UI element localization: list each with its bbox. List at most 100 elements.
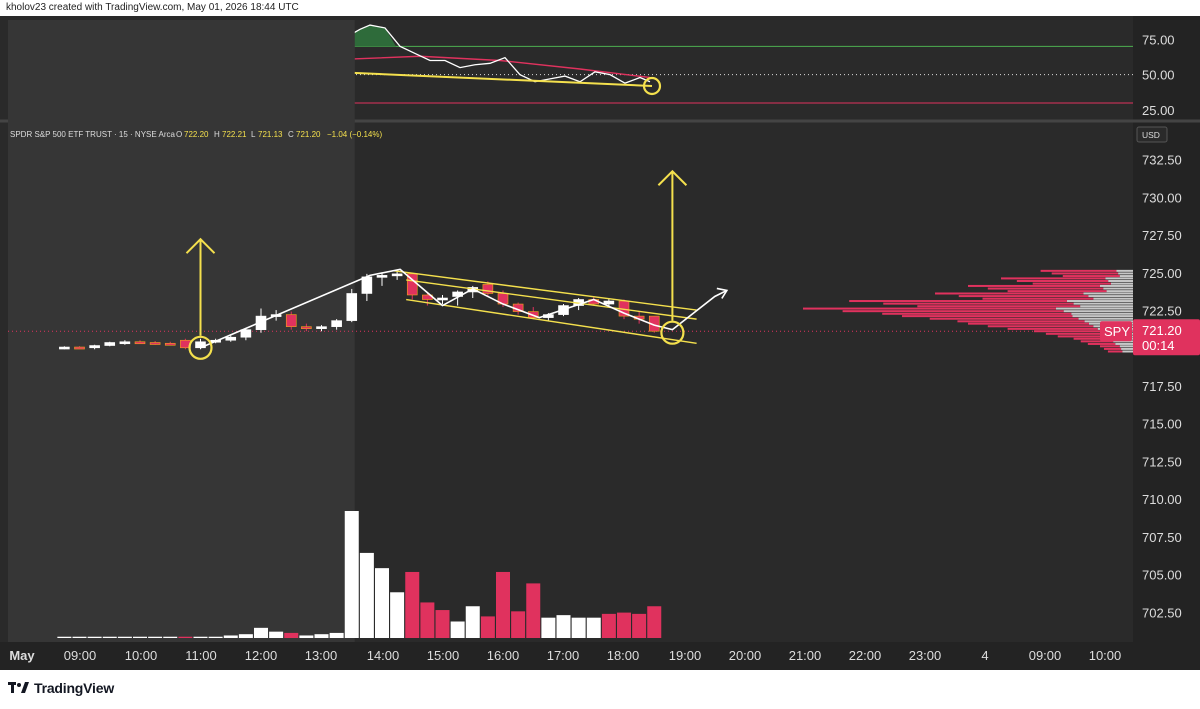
attribution-bar: kholov23 created with TradingView.com, M… <box>0 0 1200 16</box>
chart-area[interactable]: 75.00 50.00 25.00 732.50 730.00 727.50 725.00… <box>0 16 1200 670</box>
candle-body <box>89 345 100 349</box>
time-tick-label: 15:00 <box>427 648 460 663</box>
symbol-badge-label: SPY <box>1104 324 1130 339</box>
candle-body <box>301 326 312 329</box>
price-tick-label: 732.50 <box>1142 153 1182 168</box>
time-tick-label: 11:00 <box>185 648 217 663</box>
tradingview-logo-icon <box>8 682 29 693</box>
volume-bar <box>299 635 314 638</box>
time-tick-label: 23:00 <box>909 648 942 663</box>
volume-profile-sell-row <box>1103 347 1122 350</box>
volume-bar <box>480 616 495 638</box>
volume-profile-buy-row <box>1119 275 1133 278</box>
volume-profile-sell-row <box>917 305 1081 308</box>
volume-profile-sell-row <box>1107 350 1123 353</box>
ohlc-l-value: 721.13 <box>258 130 283 139</box>
volume-bar <box>178 636 193 638</box>
currency-label: USD <box>1142 130 1160 140</box>
candle-body <box>119 341 131 345</box>
pivot-circle <box>660 320 685 345</box>
volume-profile-sell-row <box>1073 337 1111 340</box>
volume-bar <box>420 602 435 638</box>
attribution-text: kholov23 created with TradingView.com, M… <box>6 2 299 13</box>
volume-bar <box>133 636 147 638</box>
volume-profile-buy-row <box>1121 347 1133 350</box>
currency-badge[interactable] <box>1136 126 1168 143</box>
volume-bar <box>314 634 329 638</box>
volume-profile-buy-row <box>1093 297 1133 300</box>
volume-profile-sell-row <box>1040 269 1117 272</box>
time-tick-label: 19:00 <box>669 648 702 663</box>
volume-profile-sell-row <box>958 295 1089 298</box>
volume-profile-sell-row <box>1007 327 1098 330</box>
volume-bar <box>193 636 208 638</box>
time-tick-label: 17:00 <box>547 648 580 663</box>
time-tick-label: 18:00 <box>607 648 640 663</box>
volume-profile-sell-row <box>1100 345 1120 348</box>
candle-body <box>482 284 494 294</box>
volume-profile-buy-row <box>1116 269 1133 272</box>
volume-profile-sell-row <box>849 300 1067 303</box>
time-tick-label: 4 <box>981 648 988 663</box>
volume-profile-buy-row <box>1105 277 1133 280</box>
candle-body <box>361 276 373 294</box>
pivot-circle <box>188 335 213 360</box>
time-tick-label: 10:00 <box>125 648 158 663</box>
volume-bar <box>541 617 556 638</box>
volume-profile-buy-row <box>1113 340 1133 343</box>
volume-bar <box>465 606 480 638</box>
volume-bar <box>344 511 359 638</box>
rsi-divergence-circle <box>642 76 662 96</box>
volume-bar <box>163 636 178 638</box>
projection-path <box>200 268 728 349</box>
candle-body <box>134 341 146 345</box>
volume-profile-sell-row <box>902 315 1073 318</box>
price-tick-label: 717.50 <box>1142 379 1182 394</box>
volume-profile-buy-row <box>1080 305 1133 308</box>
ohlc-change: −1.04 (−0.14%) <box>327 130 382 139</box>
volume-profile-buy-row <box>1071 312 1133 315</box>
ohlc-o-label: O <box>176 130 182 139</box>
candle-body <box>164 342 176 346</box>
volume-profile-buy-row <box>1088 295 1133 298</box>
volume-profile-buy-row <box>1119 345 1133 348</box>
time-tick-label: 22:00 <box>849 648 882 663</box>
bar-countdown: 00:14 <box>1142 338 1175 353</box>
ohlc-legend: O 722.20 H 722.21 L 721.13 C 721.20 −1.0… <box>176 130 382 139</box>
tradingview-logo[interactable]: TradingView <box>8 680 114 696</box>
volume-profile-buy-row <box>1115 342 1133 345</box>
chart-svg[interactable]: 75.00 50.00 25.00 732.50 730.00 727.50 725.00… <box>0 16 1200 670</box>
volume-profile-buy-row <box>1083 292 1133 295</box>
price-tick-label: 730.00 <box>1142 190 1182 205</box>
volume-profile-sell-row <box>1016 280 1109 283</box>
price-tick-label: 705.00 <box>1142 568 1182 583</box>
price-tick-label: 710.00 <box>1142 492 1182 507</box>
ohlc-h-value: 722.21 <box>222 130 247 139</box>
price-tick-label: 715.00 <box>1142 417 1182 432</box>
volume-profile-buy-row <box>1073 302 1133 305</box>
volume-profile-sell-row <box>1007 290 1107 293</box>
volume-profile-sell-row <box>929 317 1079 320</box>
volume-profile-sell-row <box>987 325 1094 328</box>
volume-bar <box>617 612 631 638</box>
volume-profile-sell-row <box>935 292 1084 295</box>
volume-bar <box>435 610 450 638</box>
volume-bar <box>284 632 299 638</box>
candle-body <box>149 342 161 345</box>
price-pane[interactable]: 732.50730.00727.50725.00722.50720.00717.… <box>8 20 1200 663</box>
candle-body <box>376 275 388 278</box>
tradingview-wordmark: TradingView <box>34 680 115 696</box>
volume-bar <box>359 552 374 638</box>
volume-bar <box>238 634 253 638</box>
candle-body <box>331 320 342 327</box>
time-tick-label: 13:00 <box>305 648 338 663</box>
time-tick-label: 09:00 <box>1029 648 1062 663</box>
volume-bar <box>72 636 87 638</box>
candle-body <box>74 346 85 350</box>
legend-title: SPDR S&P 500 ETF TRUST · 15 · NYSE Arca <box>10 130 175 139</box>
volume-bar <box>87 636 102 638</box>
price-tick-label: 702.50 <box>1142 605 1182 620</box>
volume-profile-buy-row <box>1078 317 1133 320</box>
candle-body <box>240 329 252 338</box>
volume-bar <box>526 583 541 638</box>
